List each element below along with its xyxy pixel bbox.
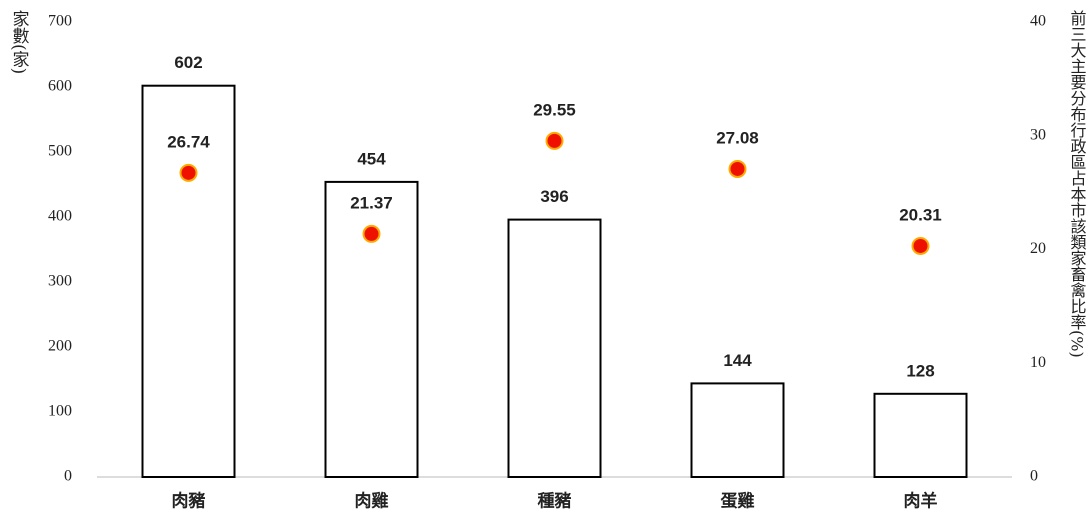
point-value-label: 27.08 — [716, 128, 759, 147]
y-tick-label: 400 — [48, 208, 72, 225]
point — [362, 224, 381, 243]
y2-axis-label: 前三大主要分布行政區占本市該類家畜禽比率(%) — [1068, 10, 1087, 358]
x-tick-label: 種豬 — [538, 490, 572, 510]
point — [545, 131, 564, 150]
bar-value-label: 602 — [174, 53, 202, 72]
x-tick-label: 肉雞 — [355, 490, 389, 510]
point-value-label: 29.55 — [533, 100, 576, 119]
bar — [690, 382, 785, 478]
point-value-label: 26.74 — [167, 132, 210, 151]
point-value-label: 21.37 — [350, 193, 393, 212]
y-tick-label: 500 — [48, 143, 72, 160]
bar — [507, 218, 602, 478]
y2-tick-label: 10 — [1030, 354, 1046, 371]
y-tick-label: 200 — [48, 338, 72, 355]
y-axis-label: 家數(家) — [9, 10, 30, 74]
point — [179, 163, 198, 182]
y-tick-label: 100 — [48, 403, 72, 420]
bar — [873, 392, 968, 478]
point-value-label: 20.31 — [899, 205, 942, 224]
y2-tick-label: 30 — [1030, 126, 1046, 143]
y-tick-label: 0 — [64, 468, 72, 485]
bar-value-label: 144 — [723, 351, 752, 370]
x-tick-label: 肉豬 — [172, 490, 206, 510]
y2-tick-label: 40 — [1030, 13, 1046, 30]
y-tick-label: 700 — [48, 13, 72, 30]
x-tick-label: 肉羊 — [904, 490, 938, 510]
bar-value-label: 454 — [357, 149, 386, 168]
point — [911, 236, 930, 255]
bar-value-label: 396 — [540, 187, 568, 206]
x-tick-label: 蛋雞 — [721, 490, 755, 510]
y-tick-label: 300 — [48, 273, 72, 290]
y2-tick-label: 0 — [1030, 468, 1038, 485]
y2-tick-label: 20 — [1030, 240, 1046, 257]
bar-value-label: 128 — [906, 361, 934, 380]
bar — [141, 84, 236, 478]
point — [728, 159, 747, 178]
y-tick-label: 600 — [48, 78, 72, 95]
